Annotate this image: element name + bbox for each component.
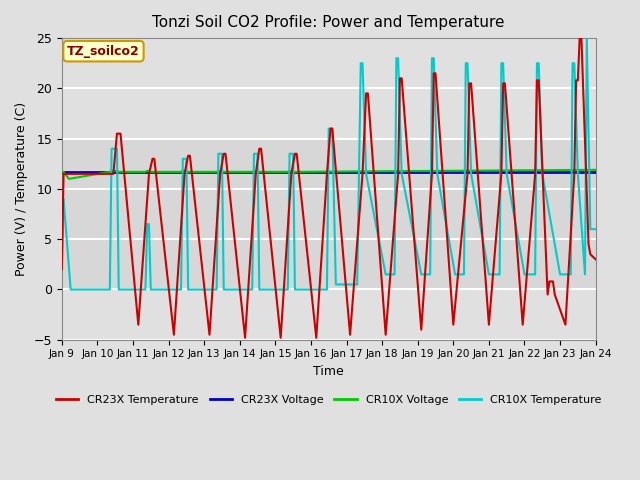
Text: TZ_soilco2: TZ_soilco2 [67, 45, 140, 58]
Legend: CR23X Temperature, CR23X Voltage, CR10X Voltage, CR10X Temperature: CR23X Temperature, CR23X Voltage, CR10X … [51, 391, 606, 409]
X-axis label: Time: Time [314, 365, 344, 378]
Bar [62, 139, 596, 289]
Title: Tonzi Soil CO2 Profile: Power and Temperature: Tonzi Soil CO2 Profile: Power and Temper… [152, 15, 505, 30]
Y-axis label: Power (V) / Temperature (C): Power (V) / Temperature (C) [15, 102, 28, 276]
